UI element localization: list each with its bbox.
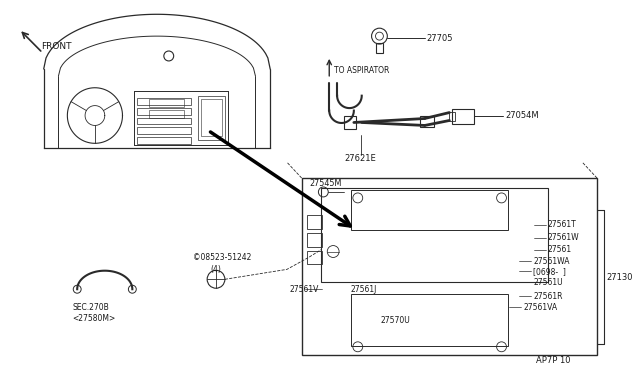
Text: 27545M: 27545M xyxy=(310,179,342,187)
Text: 27561J: 27561J xyxy=(351,285,377,294)
Text: 27561U: 27561U xyxy=(533,278,563,287)
Text: 27561WA: 27561WA xyxy=(533,257,570,266)
Bar xyxy=(307,250,323,264)
Text: SEC.270B: SEC.270B xyxy=(72,302,109,312)
Bar xyxy=(307,232,323,247)
Bar xyxy=(198,96,225,140)
Text: 27570U: 27570U xyxy=(380,317,410,326)
Bar xyxy=(351,294,508,346)
Bar xyxy=(449,112,455,122)
Text: 27561VA: 27561VA xyxy=(523,302,557,312)
Bar xyxy=(452,109,474,125)
Bar xyxy=(344,116,356,129)
Text: AP7P 10: AP7P 10 xyxy=(536,356,570,365)
Bar xyxy=(137,108,191,115)
Text: 27561R: 27561R xyxy=(533,292,563,301)
Bar xyxy=(149,110,184,118)
Text: [0698-  ]: [0698- ] xyxy=(533,267,566,276)
Bar xyxy=(137,98,191,105)
Bar xyxy=(321,188,548,282)
Text: 27705: 27705 xyxy=(427,33,453,43)
Text: TO ASPIRATOR: TO ASPIRATOR xyxy=(334,66,390,76)
Text: 27561: 27561 xyxy=(548,245,572,254)
Bar xyxy=(307,215,323,229)
Text: 27621E: 27621E xyxy=(344,154,376,163)
Bar xyxy=(137,118,191,125)
Text: 27561V: 27561V xyxy=(290,285,319,294)
Bar xyxy=(420,116,433,128)
Bar xyxy=(301,178,597,355)
Text: ©08523-51242: ©08523-51242 xyxy=(193,253,252,262)
Text: 27054M: 27054M xyxy=(506,111,539,120)
Bar xyxy=(376,43,383,53)
Text: 27130: 27130 xyxy=(607,273,634,282)
Bar xyxy=(149,99,184,107)
Bar xyxy=(351,190,508,230)
Bar xyxy=(137,137,191,144)
Text: <27580M>: <27580M> xyxy=(72,314,116,324)
Text: 27561W: 27561W xyxy=(548,233,579,242)
Text: 27561T: 27561T xyxy=(548,220,577,229)
Bar xyxy=(201,99,222,137)
Bar xyxy=(137,128,191,134)
Text: FRONT: FRONT xyxy=(41,42,71,51)
Text: (4): (4) xyxy=(210,265,221,274)
